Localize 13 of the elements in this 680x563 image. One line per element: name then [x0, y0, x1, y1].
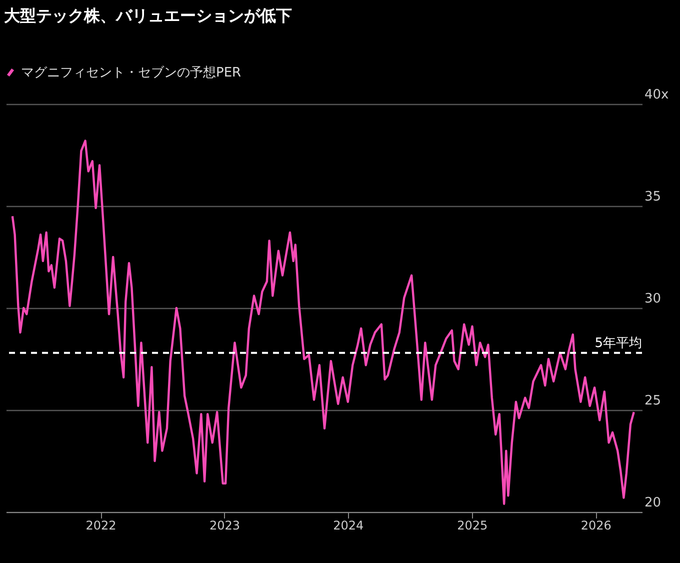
chart-title: 大型テック株、バリュエーションが低下	[4, 6, 292, 25]
x-tick-label: 2026	[580, 518, 612, 532]
x-tick-label: 2024	[333, 518, 364, 532]
x-tick-label: 2022	[86, 518, 116, 532]
y-tick-label: 30	[644, 292, 662, 306]
x-tick-label: 2023	[209, 518, 240, 532]
legend-label: マグニフィセント・セブンの予想PER	[21, 66, 242, 80]
y-tick-label: 25	[644, 394, 662, 408]
y-tick-label: 40x	[644, 88, 670, 102]
y-tick-label: 35	[644, 190, 662, 204]
y-tick-label: 20	[644, 496, 662, 510]
x-tick-label: 2025	[457, 518, 488, 532]
ref-line-label: 5年平均	[594, 336, 642, 351]
